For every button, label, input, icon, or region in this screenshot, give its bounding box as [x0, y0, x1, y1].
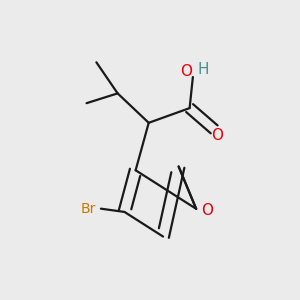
Text: O: O	[180, 64, 192, 79]
Text: H: H	[198, 62, 209, 77]
Text: Br: Br	[81, 202, 96, 216]
Text: O: O	[212, 128, 224, 143]
Text: O: O	[201, 203, 213, 218]
